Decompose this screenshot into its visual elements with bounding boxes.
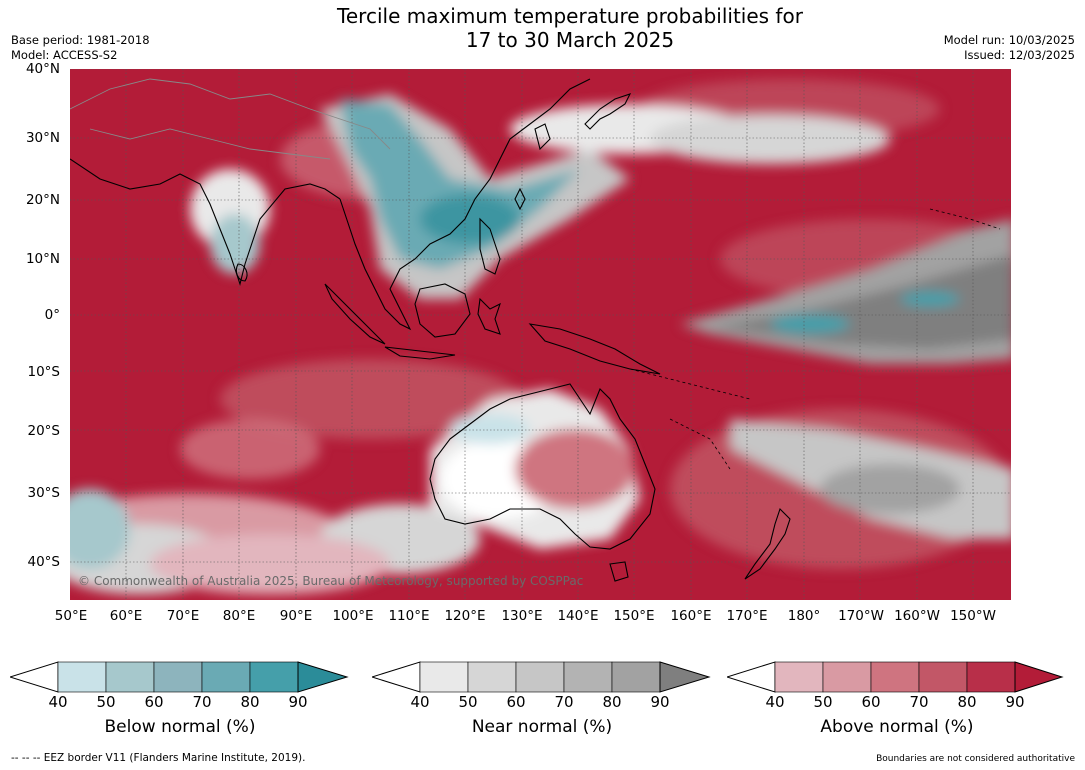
lon-label: 60°E	[109, 608, 143, 624]
issued-date: Issued: 12/03/2025	[964, 48, 1075, 62]
lon-label: 50°E	[54, 608, 88, 624]
lon-label: 90°E	[279, 608, 313, 624]
tick-label: 70	[192, 693, 212, 711]
meta-right: Model run: 10/03/2025 Issued: 12/03/2025	[944, 33, 1075, 63]
colorbar-near-ticks: 40 50 60 70 80 90	[372, 693, 712, 711]
lon-label: 170°W	[838, 608, 884, 624]
colorbar-below-title: Below normal (%)	[104, 717, 256, 737]
tick-label: 40	[410, 693, 430, 711]
lon-label: 80°E	[222, 608, 256, 624]
tick-label: 90	[650, 693, 670, 711]
lat-label: 40°N	[25, 61, 60, 77]
tick-label: 50	[458, 693, 478, 711]
tick-label: 70	[909, 693, 929, 711]
lat-label: 10°N	[25, 251, 60, 267]
eez-borders	[629, 208, 1001, 470]
coast-korea	[534, 123, 551, 151]
lon-label: 160°W	[894, 608, 940, 624]
coastlines	[70, 78, 791, 582]
lat-label: 0°	[44, 307, 60, 323]
colorbar-below-normal: 40 50 60 70 80 90	[10, 661, 350, 711]
colorbar-near-title: Near normal (%)	[471, 717, 613, 737]
coast-se-asia	[339, 78, 591, 331]
probability-fields	[70, 79, 1011, 594]
lat-label: 10°S	[27, 364, 61, 380]
colorbar-below-ticks: 40 50 60 70 80 90	[10, 693, 350, 711]
lat-label: 40°S	[27, 554, 61, 570]
lon-label: 170°E	[726, 608, 768, 624]
tick-label: 80	[240, 693, 260, 711]
lat-label: 30°N	[25, 130, 60, 146]
base-period: Base period: 1981-2018	[11, 33, 150, 47]
lon-label: 150°E	[613, 608, 655, 624]
coast-philippines	[479, 217, 501, 275]
tick-label: 60	[861, 693, 881, 711]
meta-left: Base period: 1981-2018 Model: ACCESS-S2	[11, 33, 150, 63]
coast-new-zealand	[744, 507, 791, 580]
colorbar-near-normal: 40 50 60 70 80 90	[372, 661, 712, 711]
lon-label: 110°E	[388, 608, 430, 624]
tick-label: 60	[506, 693, 526, 711]
tick-label: 50	[96, 693, 116, 711]
colorbar-above-title: Above normal (%)	[820, 717, 974, 737]
coast-sri-lanka	[235, 263, 248, 282]
copyright-notice: © Commonwealth of Australia 2025, Bureau…	[78, 574, 584, 588]
boundaries-disclaimer: Boundaries are not considered authoritat…	[876, 754, 1075, 764]
eez-source-note: -- -- -- EEZ border V11 (Flanders Marine…	[11, 752, 306, 764]
title-line-2: 17 to 30 March 2025	[465, 28, 675, 52]
coast-sumatra	[324, 283, 386, 345]
coast-taiwan	[514, 187, 526, 211]
model-name: Model: ACCESS-S2	[11, 48, 118, 62]
tick-label: 90	[1005, 693, 1025, 711]
tick-label: 80	[957, 693, 977, 711]
lat-label: 30°S	[27, 485, 61, 501]
coast-borneo	[414, 283, 471, 338]
tick-label: 40	[48, 693, 68, 711]
tick-label: 40	[765, 693, 785, 711]
probability-map: © Commonwealth of Australia 2025, Bureau…	[70, 69, 1011, 600]
model-run: Model run: 10/03/2025	[943, 33, 1075, 47]
tick-label: 50	[813, 693, 833, 711]
coast-tasmania	[609, 561, 629, 582]
colorbar-below-swatches	[10, 661, 349, 693]
tick-label: 80	[602, 693, 622, 711]
colorbar-above-normal: 40 50 60 70 80 90	[727, 661, 1067, 711]
lat-label: 20°N	[25, 192, 60, 208]
lon-label: 150°W	[950, 608, 996, 624]
lon-label: 130°E	[501, 608, 543, 624]
lon-label: 100°E	[332, 608, 374, 624]
colorbar-above-ticks: 40 50 60 70 80 90	[727, 693, 1067, 711]
tick-label: 60	[144, 693, 164, 711]
tick-label: 90	[288, 693, 308, 711]
coast-java	[384, 346, 456, 360]
lon-label: 70°E	[166, 608, 200, 624]
tick-label: 70	[554, 693, 574, 711]
lon-label: 120°E	[444, 608, 486, 624]
map-canvas	[70, 69, 1011, 600]
colorbar-above-swatches	[727, 661, 1064, 693]
lat-label: 20°S	[27, 423, 61, 439]
coast-new-guinea	[528, 323, 661, 375]
graticule	[70, 69, 1011, 600]
country-borders	[70, 78, 391, 160]
colorbar-near-swatches	[372, 661, 711, 693]
title-line-1: Tercile maximum temperature probabilitie…	[337, 4, 803, 28]
map-title: Tercile maximum temperature probabilitie…	[0, 4, 1085, 52]
coast-australia	[429, 383, 656, 550]
lon-label: 180°	[787, 608, 821, 624]
lon-label: 140°E	[557, 608, 599, 624]
lon-label: 160°E	[670, 608, 712, 624]
coast-sulawesi	[477, 297, 501, 335]
coast-japan	[584, 93, 632, 130]
coast-arabia-india	[70, 158, 341, 286]
